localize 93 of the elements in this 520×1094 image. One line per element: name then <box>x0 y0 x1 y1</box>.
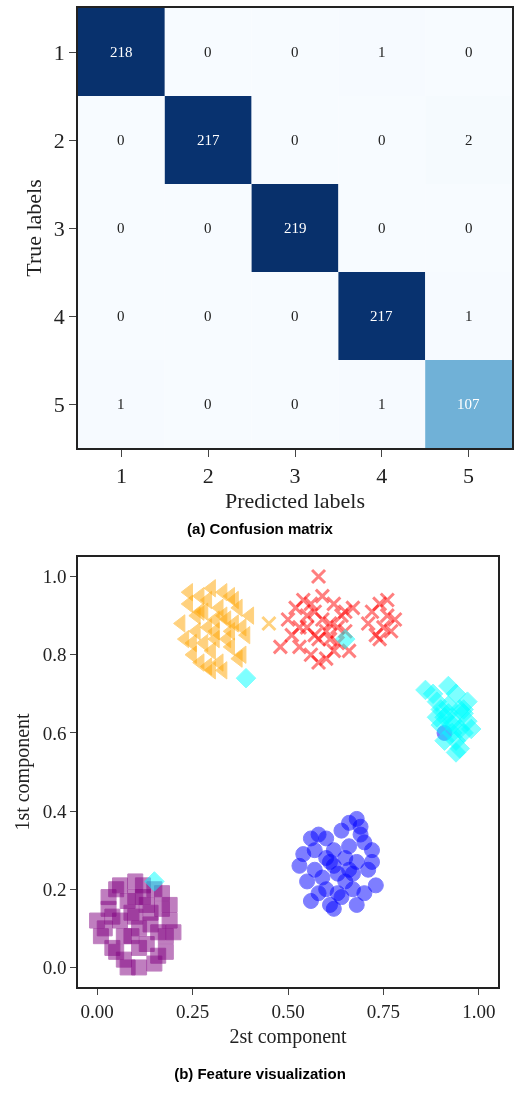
point <box>119 959 136 976</box>
x-tick-label: 3 <box>289 463 301 489</box>
point <box>131 939 148 956</box>
point <box>341 838 358 855</box>
data-label: 217 <box>197 132 220 148</box>
data-label: 0 <box>291 132 299 148</box>
x-tick-label: 5 <box>463 463 475 489</box>
y-tick-label: 1.0 <box>42 566 67 588</box>
point <box>329 885 346 902</box>
point <box>161 896 178 913</box>
data-label: 0 <box>117 308 125 324</box>
point <box>356 834 373 851</box>
point <box>144 871 165 892</box>
data-label: 0 <box>204 396 212 412</box>
y-tick-label: 0.2 <box>42 878 67 900</box>
data-label: 0 <box>291 308 299 324</box>
x-tick-label: 2 <box>202 463 214 489</box>
y-tick-label: 3 <box>53 215 65 241</box>
point <box>157 943 174 960</box>
x-axis-title: Predicted labels <box>225 488 365 514</box>
x-tick-label: 0.25 <box>175 1000 210 1022</box>
data-label: 0 <box>204 44 212 60</box>
data-label: 2 <box>465 132 473 148</box>
point <box>108 943 125 960</box>
y-tick-label: 0.0 <box>42 957 67 979</box>
data-label: 0 <box>117 132 125 148</box>
y-axis-title: True labels <box>21 179 47 277</box>
point <box>127 889 144 906</box>
point <box>199 618 213 637</box>
data-label: 1 <box>378 396 386 412</box>
y-tick-label: 2 <box>53 127 65 153</box>
data-label: 107 <box>457 396 480 412</box>
point <box>295 846 312 863</box>
y-tick-label: 1 <box>53 39 65 65</box>
data-label: 1 <box>465 308 473 324</box>
point <box>100 889 117 906</box>
point <box>123 904 140 921</box>
data-label: 0 <box>204 308 212 324</box>
point <box>335 628 356 650</box>
point <box>150 924 167 941</box>
point <box>322 896 338 913</box>
data-label: 0 <box>291 396 299 412</box>
data-label: 0 <box>378 132 386 148</box>
x-tick-label: 0.50 <box>271 1000 305 1022</box>
y-tick-label: 4 <box>53 303 65 329</box>
point <box>367 877 384 894</box>
x-tick-label: 0.75 <box>366 1000 401 1022</box>
data-label: 1 <box>117 396 125 412</box>
y-axis-title: 1st component <box>10 712 34 831</box>
point <box>341 861 358 878</box>
point <box>131 920 148 937</box>
data-label: 0 <box>204 220 212 236</box>
y-tick-label: 0.8 <box>42 644 67 666</box>
point <box>235 667 257 689</box>
point <box>302 893 319 909</box>
data-label: 218 <box>110 44 133 60</box>
point <box>352 818 369 835</box>
x-tick-label: 1.00 <box>462 1000 496 1022</box>
data-label: 0 <box>378 220 386 236</box>
data-label: 0 <box>291 44 299 60</box>
x-tick-label: 1 <box>115 463 127 489</box>
data-label: 1 <box>378 44 386 60</box>
point <box>146 955 163 972</box>
point <box>302 830 319 847</box>
point <box>356 885 373 902</box>
point <box>104 908 121 925</box>
point <box>115 928 132 945</box>
data-label: 217 <box>370 308 393 324</box>
x-tick-label: 4 <box>376 463 388 489</box>
point <box>445 683 467 705</box>
point <box>142 904 159 921</box>
point <box>364 853 380 870</box>
y-tick-label: 0.6 <box>42 722 67 744</box>
point <box>92 928 109 945</box>
point <box>241 606 255 625</box>
text: (b) Feature visualization <box>173 1065 347 1082</box>
point <box>112 877 128 894</box>
x-axis-title: 2st component <box>229 1024 348 1048</box>
point <box>165 924 182 941</box>
point <box>89 912 106 929</box>
x-tick-label: 0.00 <box>80 1000 114 1022</box>
data-label: 219 <box>284 220 307 236</box>
text: (a) Confusion matrix <box>186 520 334 537</box>
data-label: 0 <box>465 220 473 236</box>
point <box>299 873 316 890</box>
point <box>306 861 323 878</box>
data-label: 0 <box>117 220 125 236</box>
point <box>325 857 342 874</box>
point <box>199 590 213 610</box>
data-label: 0 <box>465 44 473 60</box>
y-tick-label: 0.4 <box>42 800 67 822</box>
point <box>348 896 365 913</box>
y-tick-label: 5 <box>53 391 65 417</box>
